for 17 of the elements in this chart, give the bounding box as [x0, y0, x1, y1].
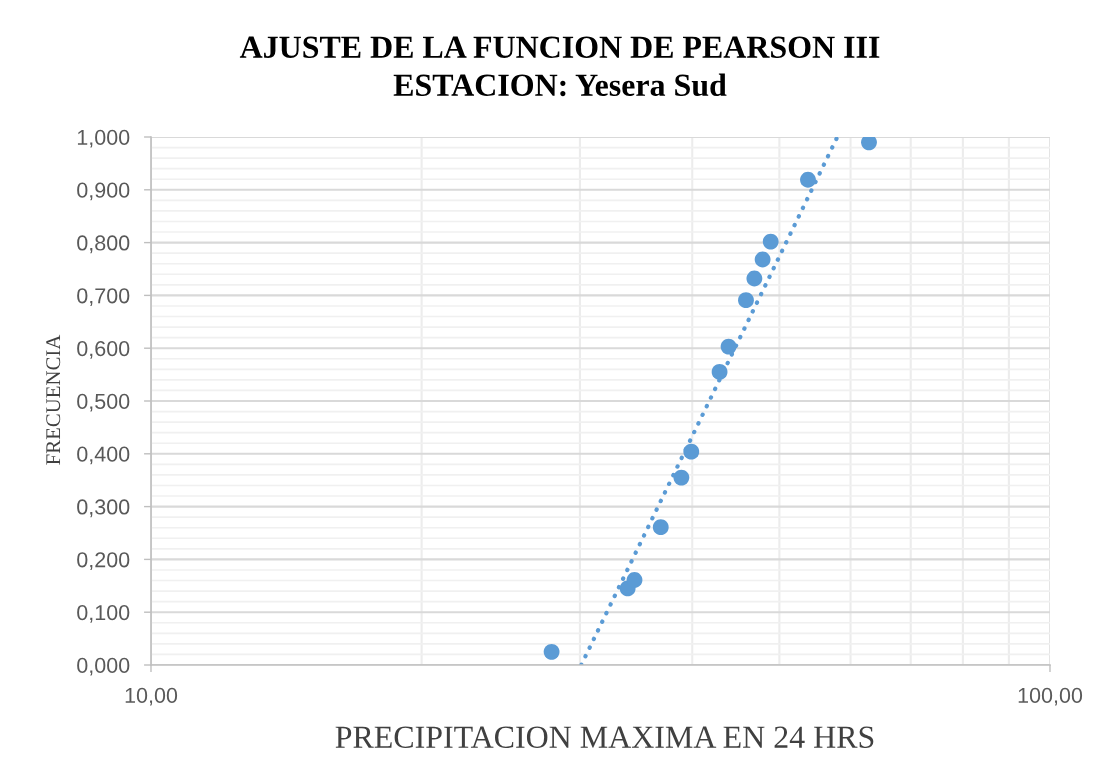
x-tick-label: 10,00 — [125, 687, 178, 706]
chart-subtitle: ESTACION: Yesera Sud — [393, 73, 727, 97]
y-tick-label: 0,600 — [77, 340, 130, 359]
x-tick-label: 100,00 — [1018, 687, 1083, 706]
y-tick-label: 0,500 — [77, 393, 130, 412]
y-tick-label: 0,200 — [77, 552, 130, 570]
y-tick-label: 0,900 — [77, 182, 130, 201]
y-tick-label: 0,100 — [77, 604, 130, 623]
y-tick-label: 0,400 — [77, 446, 130, 465]
y-tick-label: 1,000 — [77, 129, 130, 148]
y-axis-title: FRECUENCIA — [46, 334, 61, 465]
chart-title: AJUSTE DE LA FUNCION DE PEARSON III — [239, 36, 880, 58]
y-tick-label: 0,000 — [77, 657, 130, 676]
y-tick-label: 0,800 — [77, 235, 130, 254]
y-tick-label: 0,300 — [77, 499, 130, 518]
y-tick-label: 0,700 — [77, 288, 130, 306]
x-axis-title: PRECIPITACION MAXIMA EN 24 HRS — [335, 726, 874, 748]
